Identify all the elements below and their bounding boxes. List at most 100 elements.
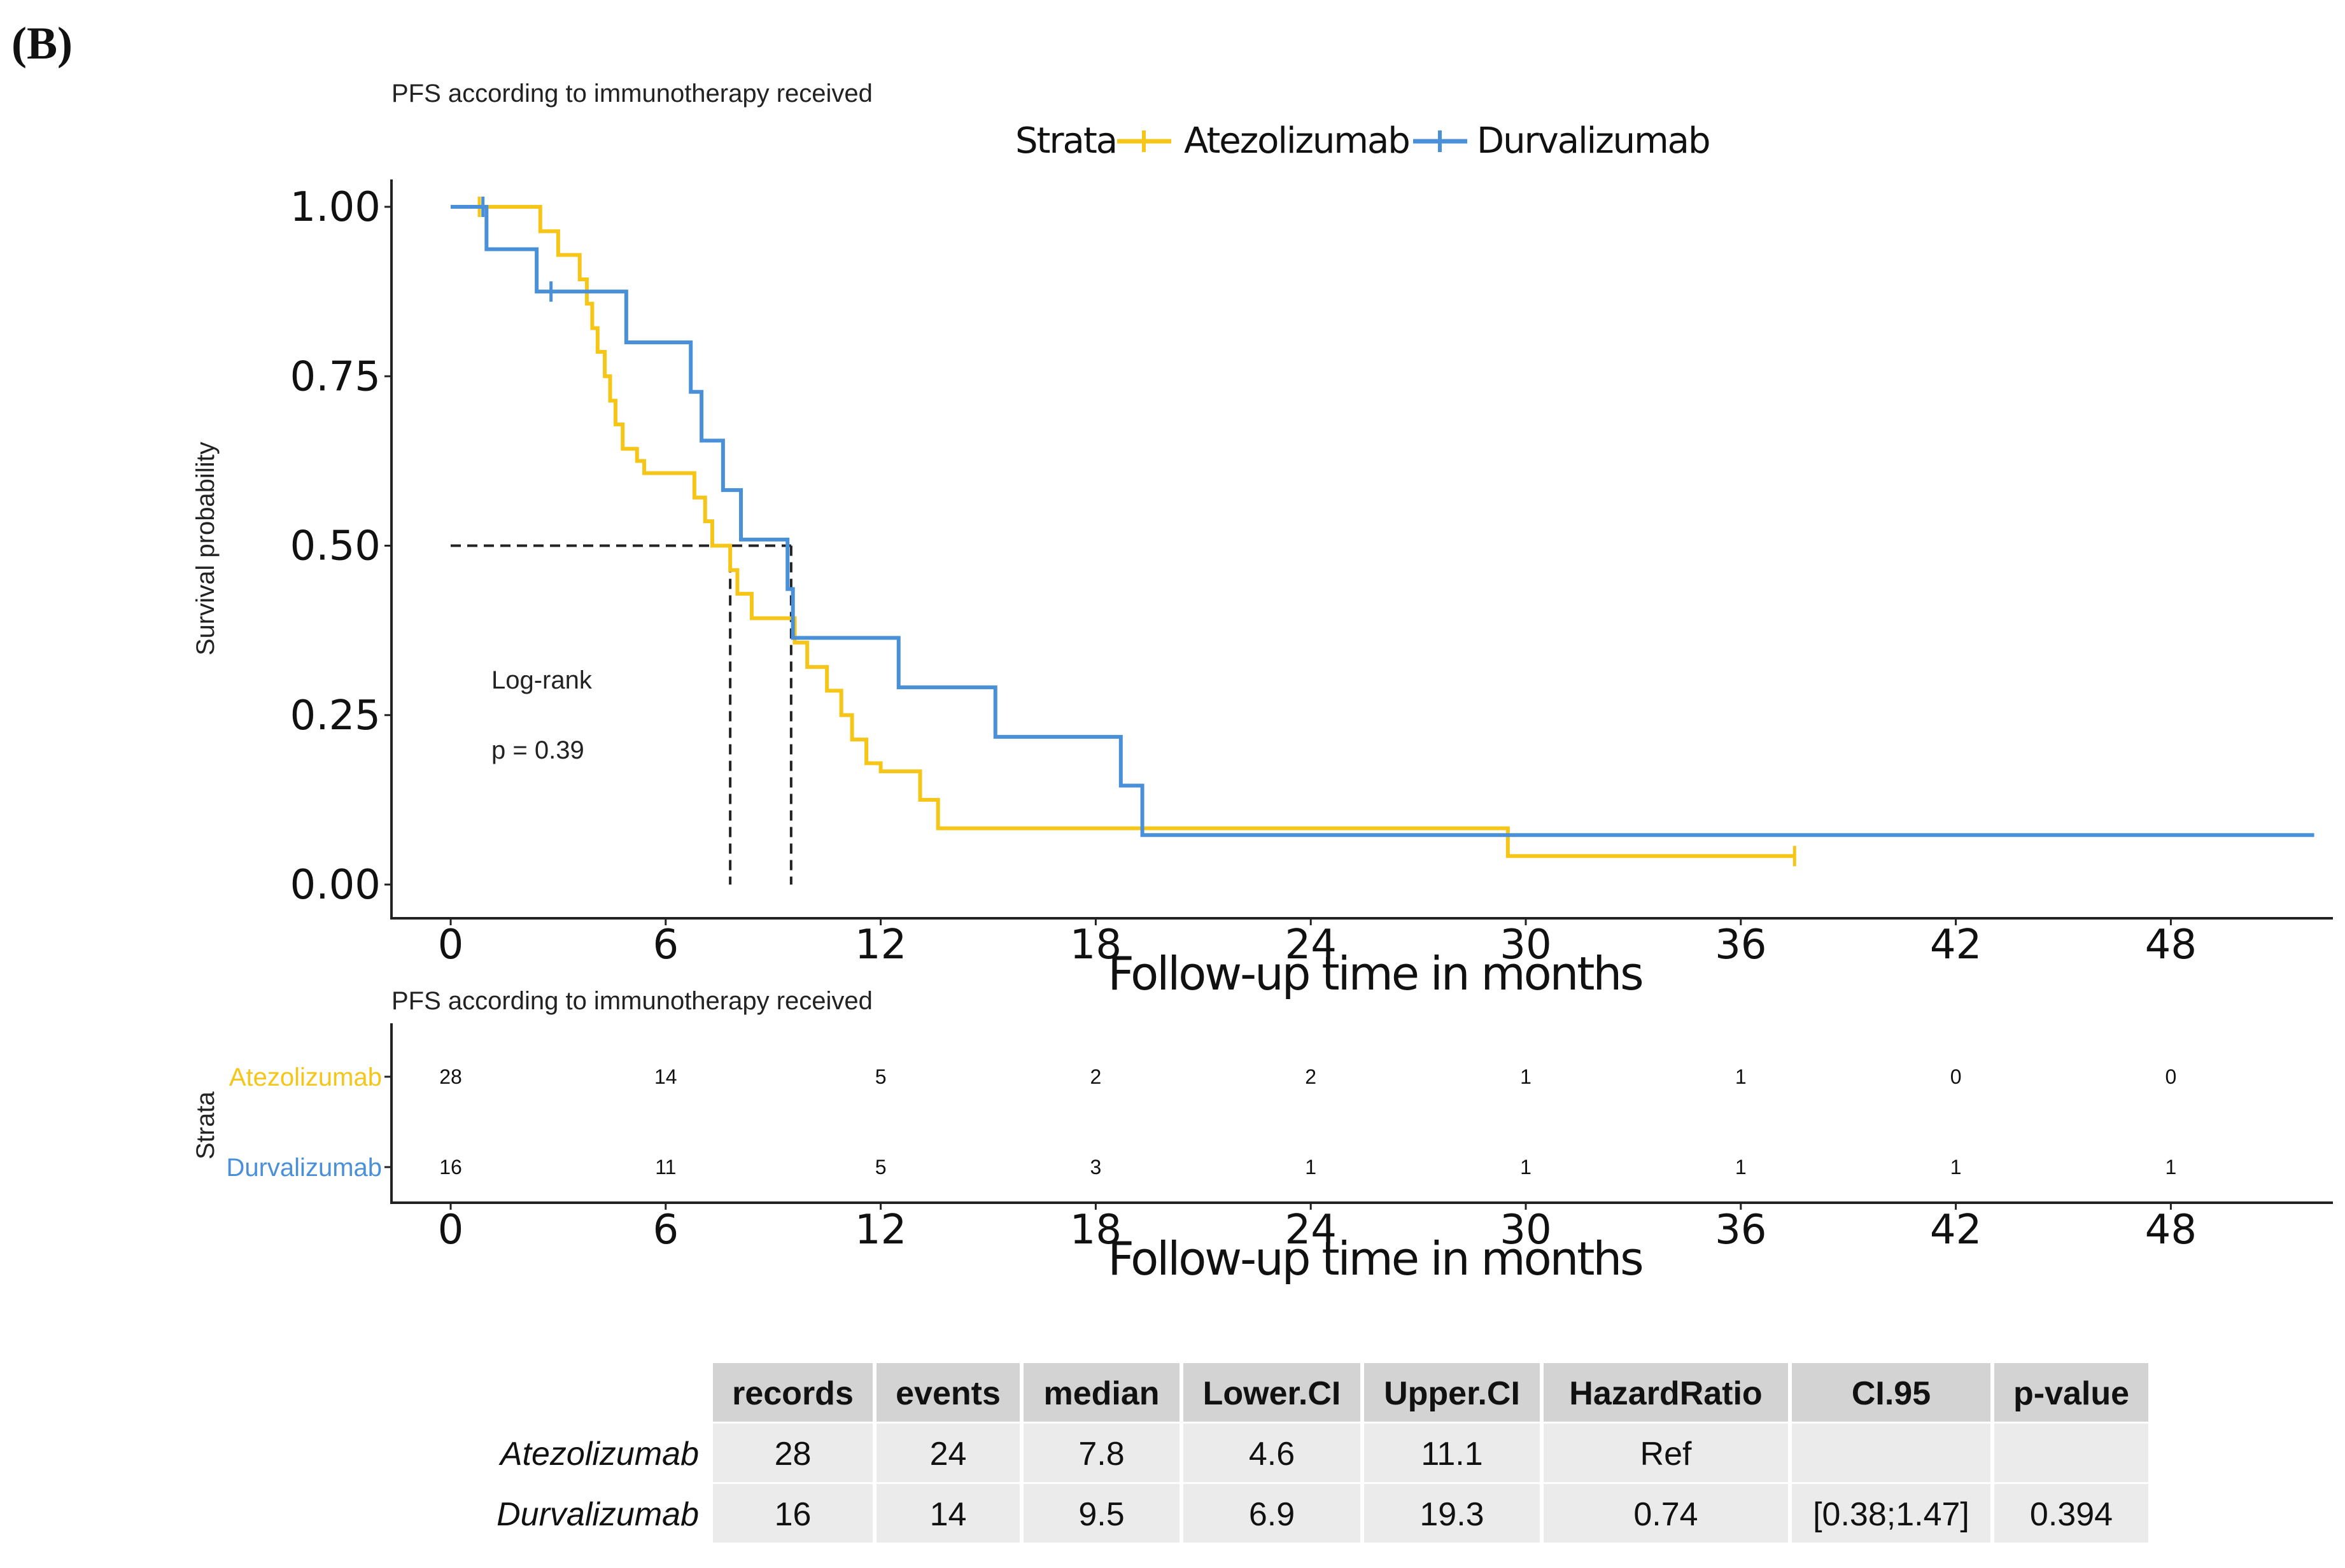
stats-cell-bg [1183,1424,1360,1482]
stats-header-cell [1183,1363,1360,1422]
stats-cell-bg [1792,1424,1990,1482]
risk-value-atezolizumab: 5 [875,1065,887,1088]
km-y-ticks: 0.00 0.25 0.50 0.75 1.00 [290,184,391,909]
risk-value-durvalizumab: 11 [655,1156,676,1179]
stats-row-label-durvalizumab: Durvalizumab [496,1496,699,1533]
legend: Strata Atezolizumab Durvalizumab [1015,120,1711,162]
stats-cell-bg [1024,1484,1180,1543]
km-curve-durvalizumab [451,205,2314,837]
stats-cell-durvalizumab: 9.5 [1078,1496,1124,1533]
stats-row-label-atezolizumab: Atezolizumab [498,1436,699,1473]
median-lines [451,544,792,885]
risk-values: 28 14 5 2 2 1 1 0 016 11 5 3 1 1 1 1 1 [439,1065,2176,1179]
stats-header-records: records [732,1375,854,1412]
stats-cell-bg [1364,1424,1540,1482]
risk-label-durvalizumab: Durvalizumab [226,1154,382,1182]
legend-label-durvalizumab: Durvalizumab [1477,120,1710,162]
stats-header-cell [877,1363,1020,1422]
stats-header-cell [1994,1363,2148,1422]
stats-header-cell [1544,1363,1788,1422]
risk-value-durvalizumab: 3 [1090,1156,1102,1179]
stats-cell-durvalizumab: 19.3 [1419,1496,1484,1533]
stats-header-cell [1024,1363,1180,1422]
risk-xtick-label: 12 [855,1207,906,1254]
km-xtick-label: 24 [1285,921,1336,969]
stats-cell-bg [713,1484,873,1543]
stats-cell-bg [1544,1484,1788,1543]
stats-cell-bg [1994,1424,2148,1482]
stats-cell-durvalizumab: 0.74 [1633,1496,1698,1533]
risk-value-atezolizumab: 0 [1950,1065,1962,1088]
km-ytick-label: 0.25 [290,692,381,739]
risk-value-durvalizumab: 1 [1305,1156,1316,1179]
risk-value-durvalizumab: 16 [439,1156,462,1179]
risk-value-atezolizumab: 2 [1305,1065,1316,1088]
risk-value-durvalizumab: 1 [1950,1156,1962,1179]
stats-cell-durvalizumab: [0.38;1.47] [1813,1496,1969,1533]
stats-header-p-value: p-value [2013,1375,2129,1412]
stats-header-upper-ci: Upper.CI [1384,1375,1520,1412]
risk-xtick-label: 0 [438,1207,464,1254]
stats-cell-bg [877,1484,1020,1543]
risk-x-ticks: 0 6 12 18 24 30 36 42 48 [438,1203,2197,1254]
stats-cell-bg [1994,1484,2148,1543]
stats-cell-durvalizumab: 14 [930,1496,967,1533]
km-xtick-label: 42 [1930,921,1982,969]
km-ytick-label: 0.00 [290,862,381,909]
risk-value-durvalizumab: 1 [1520,1156,1532,1179]
risk-value-durvalizumab: 5 [875,1156,887,1179]
risk-xtick-label: 48 [2145,1207,2197,1254]
km-x-ticks: 0 6 12 18 24 30 36 42 48 [438,918,2197,969]
stats-header-events: events [896,1375,1001,1412]
km-ytick-label: 0.75 [290,353,381,400]
risk-value-atezolizumab: 28 [439,1065,462,1088]
stats-cell-atezolizumab: 7.8 [1078,1436,1124,1473]
risk-value-atezolizumab: 1 [1735,1065,1747,1088]
risk-value-durvalizumab: 1 [1735,1156,1747,1179]
stats-cell-durvalizumab: 0.394 [2030,1496,2113,1533]
stats-cell-bg [713,1424,873,1482]
legend-entry-durvalizumab: Durvalizumab [1413,120,1711,162]
km-xtick-label: 36 [1715,921,1766,969]
logrank-label: Log-rank [491,666,593,694]
km-curves [451,197,2314,867]
stats-cell-bg [1364,1484,1540,1543]
legend-entry-atezolizumab: Atezolizumab [1117,120,1411,162]
stats-cell-bg [877,1424,1020,1482]
legend-title: Strata [1015,120,1116,162]
km-xtick-label: 6 [652,921,679,969]
km-xtick-label: 30 [1500,921,1551,969]
stats-cell-atezolizumab: 28 [775,1436,812,1473]
km-xtick-label: 48 [2145,921,2197,969]
stats-header-lower-ci: Lower.CI [1203,1375,1341,1412]
panel-label: (B) [11,18,73,69]
stats-header-cell [1792,1363,1990,1422]
stats-cell-bg [1544,1424,1788,1482]
km-title: PFS according to immunotherapy received [391,80,873,108]
km-xlabel: Follow-up time in months [1108,947,1642,1000]
stats-cell-bg [1024,1424,1180,1482]
risk-value-atezolizumab: 14 [654,1065,677,1088]
stats-header-cell [1364,1363,1540,1422]
risk-xtick-label: 42 [1930,1207,1982,1254]
risk-value-durvalizumab: 1 [2165,1156,2177,1179]
risk-xtick-label: 30 [1500,1207,1551,1254]
stats-header-ci-95: CI.95 [1852,1375,1931,1412]
stats-cell-atezolizumab: 24 [930,1436,967,1473]
km-xtick-label: 18 [1070,921,1122,969]
risk-value-atezolizumab: 2 [1090,1065,1102,1088]
legend-label-atezolizumab: Atezolizumab [1184,120,1409,162]
risk-table: PFS according to immunotherapy received … [192,987,2333,1285]
stats-header-median: median [1043,1375,1159,1412]
km-plot: PFS according to immunotherapy received … [192,80,2333,1000]
stats-header-cell [713,1363,873,1422]
risk-xtick-label: 36 [1715,1207,1766,1254]
stats-cell-atezolizumab: Ref [1640,1436,1692,1473]
km-curve-atezolizumab [451,205,1795,858]
stats-cell-atezolizumab: 11.1 [1421,1436,1482,1473]
stats-cell-bg [1792,1484,1990,1543]
risk-xtick-label: 24 [1285,1207,1336,1254]
km-xtick-label: 12 [855,921,906,969]
